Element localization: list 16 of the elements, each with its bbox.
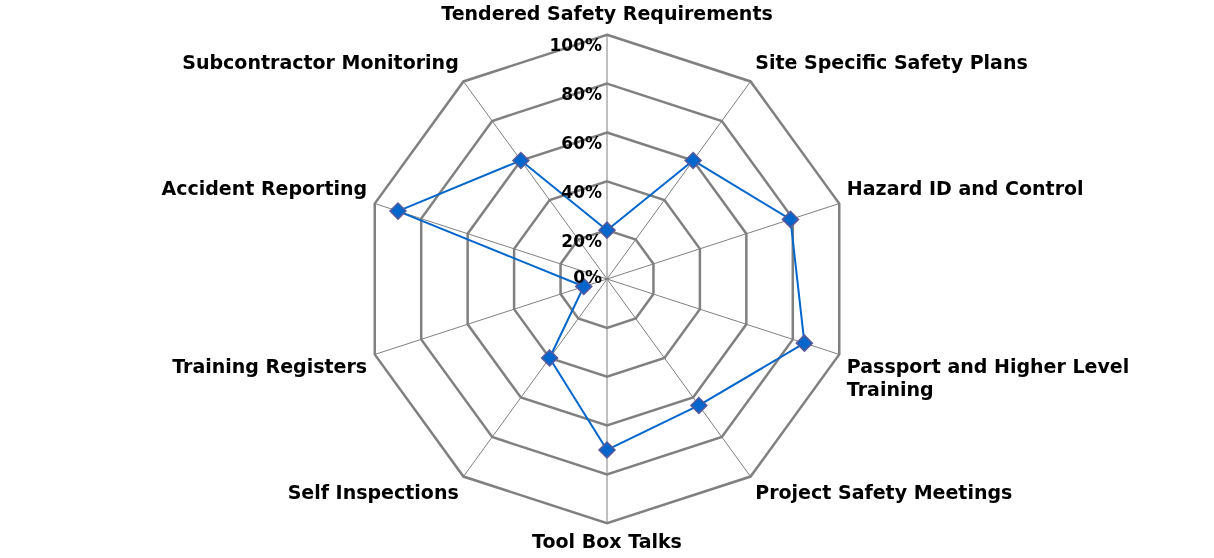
spoke-label: Project Safety Meetings	[755, 481, 1013, 504]
spoke-label: Hazard ID and Control	[846, 176, 1084, 199]
y-tick-label: 60%	[561, 132, 602, 153]
y-tick-label: 100%	[549, 35, 602, 56]
spoke-label: Tendered Safety Requirements	[441, 2, 773, 25]
y-tick-label: 0%	[573, 267, 602, 288]
spoke-label: Passport and Higher Level Training	[846, 355, 1130, 401]
y-tick-label: 80%	[561, 84, 602, 105]
spoke-label: Site Specific Safety Plans	[755, 50, 1028, 73]
spoke-label: Self Inspections	[287, 481, 459, 504]
spoke-label: Subcontractor Monitoring	[182, 50, 459, 73]
spoke-label: Accident Reporting	[161, 176, 368, 199]
spoke-label: Training Registers	[172, 355, 368, 378]
y-tick-label: 40%	[561, 181, 602, 202]
spoke-label: Tool Box Talks	[532, 529, 682, 552]
y-tick-label: 20%	[561, 230, 602, 251]
